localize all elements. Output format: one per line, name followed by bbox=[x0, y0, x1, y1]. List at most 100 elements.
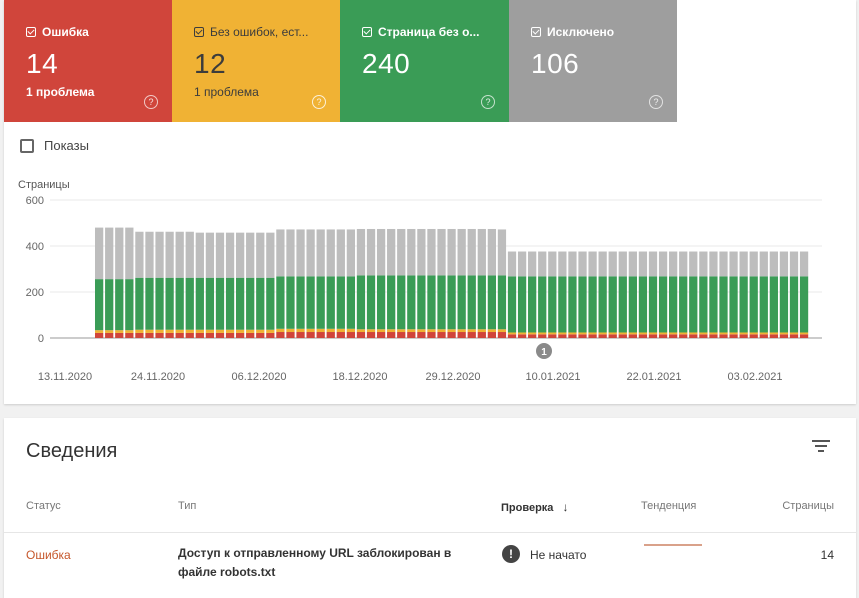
chart-bar-yellow bbox=[588, 332, 597, 335]
col-type[interactable]: Тип bbox=[178, 500, 197, 512]
chart-bar-yellow bbox=[658, 332, 668, 335]
chart-bar-green bbox=[618, 276, 627, 333]
row-status[interactable]: Ошибка bbox=[26, 548, 71, 562]
chart-bar-red bbox=[528, 334, 537, 338]
chart-bar-gray bbox=[356, 228, 366, 276]
help-icon[interactable]: ? bbox=[144, 95, 158, 109]
chart-bar-red bbox=[779, 334, 789, 338]
chart-bar-yellow bbox=[266, 329, 275, 333]
chart-bar-yellow bbox=[316, 328, 325, 333]
chart-bar-red bbox=[125, 332, 134, 338]
y-tick-label: 200 bbox=[26, 287, 44, 299]
chart-bar-red bbox=[225, 332, 235, 338]
chart-bar-gray bbox=[326, 229, 335, 277]
chart-bar-red bbox=[799, 334, 809, 338]
chart-bar-green bbox=[497, 275, 507, 330]
chart-bar-green bbox=[185, 277, 194, 330]
chart-bar-red bbox=[598, 334, 607, 338]
row-check: Не начато bbox=[530, 548, 587, 562]
chart-bar-red bbox=[296, 332, 305, 338]
chart-bar-red bbox=[558, 334, 567, 338]
chart-bar-gray bbox=[185, 231, 194, 278]
chart-bar-green bbox=[749, 276, 758, 333]
chart-bar-gray bbox=[95, 227, 104, 280]
chart-bar-red bbox=[699, 334, 708, 338]
checkbox-checked-icon[interactable] bbox=[362, 27, 372, 37]
impressions-toggle[interactable]: Показы bbox=[20, 138, 89, 153]
chart-bar-yellow bbox=[467, 329, 476, 333]
tile-valid-label: Страница без о... bbox=[378, 25, 480, 39]
col-check[interactable]: Проверка ↓ bbox=[501, 500, 568, 514]
y-axis-label: Страницы bbox=[18, 179, 70, 191]
x-tick-label: 03.02.2021 bbox=[727, 371, 782, 383]
chart-bar-yellow bbox=[709, 332, 718, 335]
chart-bar-yellow bbox=[487, 329, 497, 333]
chart-bar-green bbox=[225, 277, 235, 330]
chart-bar-yellow bbox=[628, 332, 637, 335]
chart-bar-red bbox=[648, 334, 658, 338]
chart-bar-yellow bbox=[195, 329, 204, 333]
chart-bar-gray bbox=[789, 251, 799, 277]
chart-bar-yellow bbox=[538, 332, 547, 335]
tile-error[interactable]: Ошибка 14 1 проблема ? bbox=[4, 0, 172, 122]
chart-bar-gray bbox=[729, 251, 738, 277]
chart-bar-yellow bbox=[618, 332, 627, 335]
chart-bar-red bbox=[407, 332, 416, 338]
chart-bar-red bbox=[276, 332, 285, 338]
annotation-marker bbox=[536, 343, 552, 359]
col-status[interactable]: Статус bbox=[26, 500, 61, 512]
checkbox-checked-icon[interactable] bbox=[26, 27, 36, 37]
details-title: Сведения bbox=[26, 440, 118, 462]
chart-bar-red bbox=[588, 334, 597, 338]
chart-bar-yellow bbox=[165, 329, 174, 333]
chart-bar-red bbox=[709, 334, 718, 338]
chart-bar-yellow bbox=[477, 329, 486, 333]
checkbox-checked-icon[interactable] bbox=[194, 27, 204, 37]
col-pages[interactable]: Страницы bbox=[782, 500, 834, 512]
chart-bar-red bbox=[658, 334, 668, 338]
chart-bar-yellow bbox=[397, 329, 406, 333]
chart-bar-red bbox=[155, 332, 164, 338]
col-trend[interactable]: Тенденция bbox=[641, 500, 697, 512]
chart-bar-gray bbox=[467, 228, 476, 276]
chart-bar-yellow bbox=[125, 330, 134, 333]
chart-bar-yellow bbox=[679, 332, 688, 335]
checkbox-unchecked-icon[interactable] bbox=[20, 138, 34, 153]
chart-bar-green bbox=[447, 275, 456, 330]
chart-bar-yellow bbox=[669, 332, 678, 335]
tile-warning[interactable]: Без ошибок, ест... 12 1 проблема ? bbox=[172, 0, 340, 122]
chart-bar-yellow bbox=[215, 329, 225, 333]
chart-bar-gray bbox=[115, 227, 124, 280]
chart-bar-green bbox=[568, 276, 577, 333]
chart-bar-yellow bbox=[276, 328, 285, 333]
chart-bar-gray bbox=[316, 229, 325, 277]
chart-bar-yellow bbox=[578, 332, 587, 335]
chart-bar-green bbox=[407, 275, 416, 330]
checkbox-checked-icon[interactable] bbox=[531, 27, 541, 37]
chart-bar-gray bbox=[719, 251, 728, 277]
chart-bar-green bbox=[356, 275, 366, 330]
chart-bar-yellow bbox=[346, 328, 356, 333]
chart-bar-red bbox=[759, 334, 768, 338]
tile-excluded[interactable]: Исключено 106 ? bbox=[509, 0, 677, 122]
chart-bar-green bbox=[205, 277, 215, 330]
filter-icon[interactable] bbox=[812, 440, 830, 454]
row-type[interactable]: Доступ к отправленному URL заблокирован … bbox=[178, 546, 452, 579]
chart-bar-yellow bbox=[175, 329, 184, 333]
chart-bar-gray bbox=[749, 251, 758, 277]
x-tick-label: 22.01.2021 bbox=[626, 371, 681, 383]
pages-chart: Страницы 600 400 200 0 13.11.2020 24.11.2020 0… bbox=[18, 179, 822, 383]
tile-valid[interactable]: Страница без о... 240 ? bbox=[340, 0, 509, 122]
help-icon[interactable]: ? bbox=[649, 95, 663, 109]
chart-bar-green bbox=[387, 275, 396, 330]
chart-bar-red bbox=[95, 332, 104, 338]
help-icon[interactable]: ? bbox=[312, 95, 326, 109]
chart-bar-gray bbox=[205, 232, 215, 278]
chart-bar-gray bbox=[517, 251, 527, 277]
chart-bar-gray bbox=[447, 228, 456, 276]
chart-bar-gray bbox=[598, 251, 607, 277]
help-icon[interactable]: ? bbox=[481, 95, 495, 109]
tile-error-sub: 1 проблема bbox=[26, 85, 95, 99]
chart-bar-red bbox=[145, 332, 154, 338]
chart-bar-green bbox=[296, 276, 305, 329]
